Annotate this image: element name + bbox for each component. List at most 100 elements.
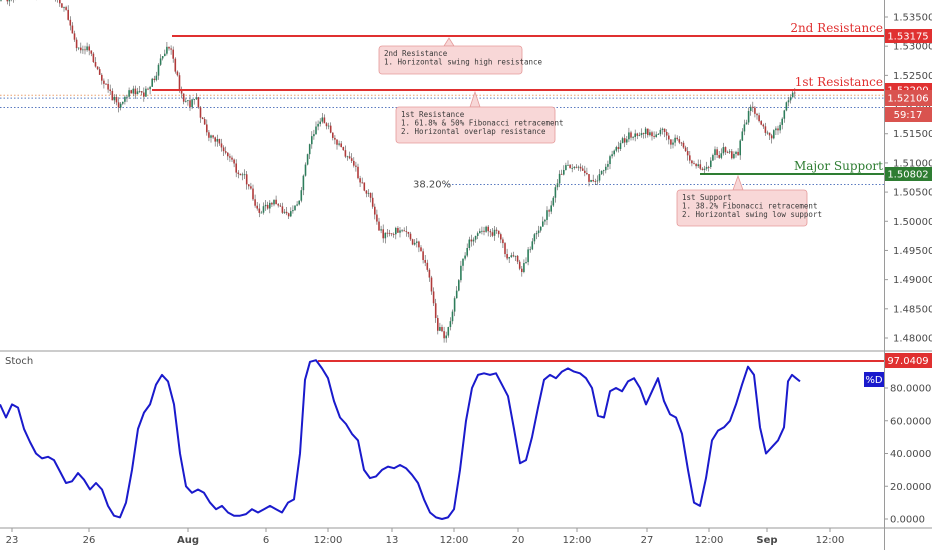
candle-body (229, 156, 231, 158)
candle-body (728, 151, 731, 153)
candle-body (73, 33, 76, 40)
candle-body (319, 121, 321, 124)
candle-body (567, 164, 569, 166)
candle-body (441, 327, 443, 332)
price-axis[interactable]: 1.535001.530001.525001.520001.515001.510… (884, 0, 932, 550)
candle-body (134, 88, 137, 95)
candle-body (758, 115, 760, 122)
candle-body (703, 168, 706, 170)
candle-body (485, 226, 487, 232)
candle-body (153, 78, 156, 81)
price-panel[interactable]: 38.20% 2nd Resistance 1st Resistance Major … (0, 0, 932, 352)
candle-body (634, 133, 636, 138)
candle-body (392, 234, 395, 235)
callout-line: 2nd Resistance (384, 49, 448, 58)
candle-body (487, 226, 489, 232)
stoch-tick-label: 0.0000 (890, 515, 925, 526)
candle-body (581, 168, 584, 171)
candle-body (63, 7, 65, 8)
candle-body (239, 173, 242, 176)
candle-body (193, 99, 195, 100)
candle-body (518, 261, 521, 269)
candle-body (542, 221, 544, 227)
candle-body (359, 178, 361, 183)
candle-body (277, 204, 279, 206)
candle-body (399, 230, 401, 233)
candle-body (128, 90, 130, 97)
candle-body (741, 131, 744, 141)
candle-body (355, 165, 357, 167)
candles (0, 0, 796, 343)
candle-body (65, 7, 67, 10)
time-tick-label: 12:00 (563, 535, 592, 546)
stoch-tick-label: 20.0000 (890, 482, 931, 493)
candle-body (497, 230, 500, 235)
indicator-name: Stoch (5, 356, 33, 367)
candle-body (176, 71, 179, 76)
candle-body (67, 9, 69, 20)
candle-body (697, 164, 699, 167)
candle-body (462, 258, 464, 266)
candle-body (764, 126, 767, 133)
candle-body (787, 100, 790, 103)
candle-body (336, 139, 338, 145)
candle-body (476, 233, 479, 236)
candle-body (323, 117, 326, 124)
candle-body (94, 62, 97, 67)
candle-body (588, 174, 590, 182)
candle-body (212, 135, 214, 138)
candle-body (109, 89, 111, 91)
candle-body (632, 137, 634, 138)
stoch-tick-label: 40.0000 (890, 449, 931, 460)
candle-body (245, 174, 248, 185)
candle-body (145, 88, 147, 97)
candle-body (439, 327, 441, 331)
candle-body (731, 151, 733, 159)
candle-body (279, 205, 282, 207)
candle-body (544, 219, 546, 222)
candle-body (136, 91, 139, 95)
candle-body (258, 208, 261, 213)
candle-body (516, 255, 519, 262)
candle-body (174, 58, 177, 72)
stochastic-panel[interactable]: Stoch (0, 356, 884, 520)
candle-body (151, 78, 153, 87)
candle-body (0, 0, 2, 1)
time-axis[interactable]: 23 26 Aug 6 12:00 13 12:00 20 12:00 27 12:00 Sep 12:… (0, 527, 932, 546)
stoch-d-line (0, 359, 801, 520)
candle-body (449, 321, 452, 328)
time-tick-label: 26 (83, 535, 96, 546)
series-tag (864, 372, 884, 387)
countdown-text: 59:17 (894, 110, 923, 121)
candle-body (327, 125, 330, 127)
candle-body (718, 155, 720, 158)
candle-body (98, 69, 101, 75)
stochastic-axis[interactable]: 80.0000 60.0000 40.0000 20.0000 0.0000 97.040… (864, 353, 932, 526)
candle-body (124, 96, 126, 102)
fib-38-label: 38.20% (413, 180, 451, 191)
candle-body (737, 151, 739, 156)
candle-body (710, 160, 712, 167)
candle-body (743, 124, 746, 132)
countdown-tag (885, 107, 932, 122)
candle-body (424, 260, 426, 263)
price-tick-label: 1.49500 (893, 246, 932, 257)
candle-body (388, 232, 391, 234)
candle-body (577, 166, 580, 168)
candle-body (602, 170, 605, 172)
candle-body (636, 133, 639, 136)
level-tag-2 (885, 167, 932, 181)
candle-body (264, 204, 267, 207)
candle-body (168, 46, 170, 49)
candle-body (164, 53, 166, 57)
candle-body (495, 229, 498, 231)
candle-body (84, 49, 86, 51)
candle-body (6, 0, 9, 2)
candle-body (332, 132, 334, 138)
candle-body (724, 147, 727, 153)
candle-body (464, 255, 466, 259)
candle-body (674, 137, 676, 143)
callout-line: 2. Horizontal overlap resistance (401, 127, 546, 136)
